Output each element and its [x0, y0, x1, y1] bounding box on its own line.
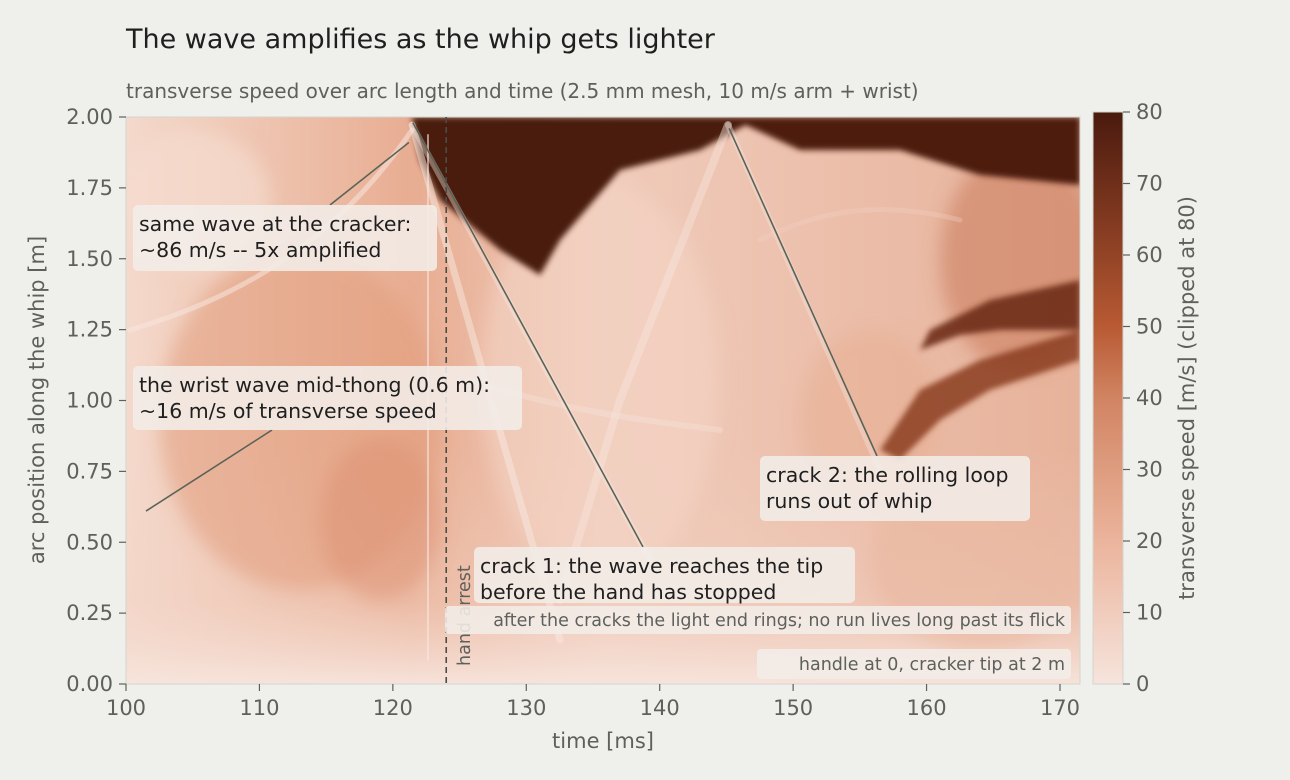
annotation-line: ~86 m/s -- 5x amplified [139, 238, 381, 262]
annotation-leader-cracker [329, 141, 410, 206]
x-tick-label: 170 [1040, 696, 1080, 720]
note-1: handle at 0, cracker tip at 2 m [757, 649, 1071, 679]
colorbar-tick-label: 30 [1136, 458, 1163, 482]
x-axis-label: time [ms] [552, 729, 654, 753]
y-tick-label: 1.00 [66, 389, 113, 413]
chart-title: The wave amplifies as the whip gets ligh… [125, 24, 716, 55]
annotation-line: crack 2: the rolling loop [766, 463, 1008, 487]
colorbar-tick-label: 70 [1136, 172, 1163, 196]
annotation-box-crack2 [760, 456, 1030, 521]
annotation-box-cracker [133, 205, 437, 271]
annotation-leaders [145, 122, 878, 548]
heatmap-dark-regions [412, 117, 1080, 460]
colorbar: 0 10 20 30 40 50 60 70 80 transverse speed [m/s]… [1092, 100, 1199, 696]
note-text: handle at 0, cracker tip at 2 m [799, 655, 1065, 675]
annotation-line: before the hand has stopped [480, 580, 776, 604]
x-tick-label: 130 [506, 696, 546, 720]
x-tick-label: 100 [106, 696, 146, 720]
colorbar-tick-label: 40 [1136, 386, 1163, 410]
annotation-leader-wrist [145, 429, 273, 512]
y-tick-label: 0.50 [66, 530, 113, 554]
annotation-leader-crack1 [412, 122, 644, 548]
annotation-crack1: crack 1: the wave reaches the tipbefore … [474, 547, 855, 604]
annotation-box-crack1 [474, 547, 855, 603]
annotation-line: same wave at the cracker: [139, 212, 411, 236]
colorbar-tick-label: 20 [1136, 529, 1163, 553]
x-axis: 100 110 120 130 140 150 160 170 [106, 684, 1080, 720]
colorbar-gradient [1092, 111, 1124, 685]
x-tick-label: 140 [640, 696, 680, 720]
x-tick-label: 120 [373, 696, 413, 720]
x-tick-label: 160 [907, 696, 947, 720]
y-tick-label: 0.00 [66, 672, 113, 696]
y-tick-label: 2.00 [66, 105, 113, 129]
annotation-line: crack 1: the wave reaches the tip [480, 554, 823, 578]
note-box [757, 649, 1071, 679]
colorbar-tick-label: 80 [1136, 100, 1163, 124]
annotation-line: runs out of whip [766, 489, 932, 513]
annotation-line: ~16 m/s of transverse speed [139, 399, 437, 423]
annotation-boxes: same wave at the cracker:~86 m/s -- 5x a… [133, 205, 1071, 679]
y-tick-label: 1.75 [66, 176, 113, 200]
x-tick-label: 150 [773, 696, 813, 720]
annotation-box-wrist [133, 366, 522, 430]
x-tick-label: 110 [239, 696, 279, 720]
y-tick-label: 1.25 [66, 318, 113, 342]
note-box [445, 606, 1071, 634]
annotation-line: the wrist wave mid-thong (0.6 m): [139, 373, 490, 397]
y-tick-label: 0.25 [66, 601, 113, 625]
annotation-wrist: the wrist wave mid-thong (0.6 m):~16 m/s… [133, 366, 522, 430]
annotation-cracker: same wave at the cracker:~86 m/s -- 5x a… [133, 205, 437, 271]
y-axis: 0.00 0.25 0.50 0.75 1.00 1.25 1.50 1.75 2.00 [66, 105, 126, 696]
colorbar-label: transverse speed [m/s] (clipped at 80) [1175, 196, 1199, 600]
note-0: after the cracks the light end rings; no… [445, 606, 1071, 634]
y-axis-label: arc position along the whip [m] [25, 236, 49, 564]
colorbar-tick-label: 50 [1136, 315, 1163, 339]
annotation-leader-crack2 [728, 128, 878, 457]
colorbar-tick-label: 10 [1136, 601, 1163, 625]
y-tick-label: 0.75 [66, 459, 113, 483]
colorbar-tick-label: 0 [1136, 672, 1149, 696]
chart-subtitle: transverse speed over arc length and tim… [126, 79, 919, 103]
note-text: after the cracks the light end rings; no… [493, 611, 1066, 631]
colorbar-ticks: 0 10 20 30 40 50 60 70 80 [1123, 100, 1163, 696]
y-tick-label: 1.50 [66, 247, 113, 271]
colorbar-tick-label: 60 [1136, 243, 1163, 267]
